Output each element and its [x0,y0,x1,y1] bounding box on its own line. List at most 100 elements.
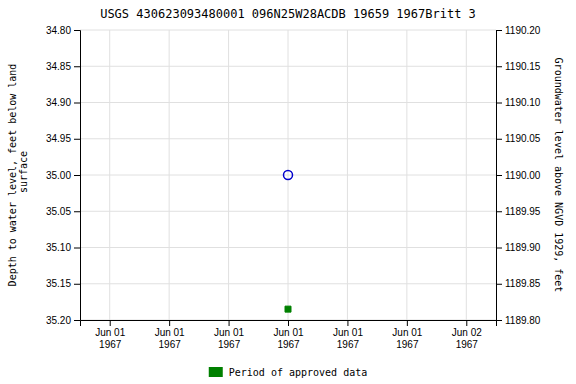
y2-tick-mark [496,30,502,31]
grid-line-y [80,66,496,67]
y-tick-label: 34.85 [46,61,71,72]
x-tick-label-line: 1967 [159,339,182,350]
x-tick-label: Jun 011967 [392,327,422,350]
x-tick-label-line: Jun 01 [273,327,303,338]
x-tick: Jun 021967 [452,320,482,350]
x-tick: Jun 011967 [273,320,303,350]
y2-axis-title-line: Groundwater level above NGVD 1929, feet [553,58,564,293]
x-tick-mark [466,320,467,326]
x-tick: Jun 011967 [214,320,244,350]
y2-tick-mark [496,103,502,104]
series [285,306,291,312]
y2-tick: 1189.90 [496,242,541,253]
y-tick-label: 35.20 [46,315,71,326]
y-axis-line [74,31,81,321]
x-tick-mark [288,320,289,326]
x-tick-label-line: 1967 [99,339,122,350]
y2-tick: 1190.10 [496,97,541,108]
y2-tick-label: 1189.85 [505,278,541,289]
x-tick-mark [347,320,348,326]
y-tick: 35.05 [46,206,80,217]
x-tick: Jun 011967 [333,320,363,350]
y-tick: 35.00 [46,170,80,181]
legend-swatch [209,367,223,377]
grid-line-y [80,175,496,176]
x-tick-label: Jun 011967 [333,327,363,350]
legend: Period of approved data [209,367,367,378]
x-tick-label-line: Jun 02 [452,327,482,338]
x-tick-label-line: 1967 [396,339,419,350]
x-tick: Jun 011967 [392,320,422,350]
y2-tick: 1189.80 [496,315,541,326]
y-tick-mark [74,175,80,176]
x-tick-label-line: Jun 01 [392,327,422,338]
y-tick-mark [74,320,80,321]
grid-line-y [80,102,496,103]
x-tick-label-line: Jun 01 [95,327,125,338]
plot: Jun 011967Jun 011967Jun 011967Jun 011967… [46,25,541,350]
legend-label: Period of approved data [229,367,367,378]
y-tick-label: 34.95 [46,133,71,144]
legend-item: Period of approved data [209,367,367,378]
y-tick-label: 35.10 [46,242,71,253]
y2-tick-label: 1190.05 [505,133,541,144]
x-tick-label: Jun 011967 [214,327,244,350]
y2-tick-label: 1189.80 [505,315,541,326]
x-tick-mark [229,320,230,326]
y2-tick: 1189.85 [496,278,541,289]
y2-tick: 1190.00 [496,170,541,181]
y-tick-label: 34.90 [46,97,71,108]
y2-tick: 1189.95 [496,206,541,217]
y2-tick-label: 1189.95 [505,206,541,217]
y-tick-mark [74,66,80,67]
marks [284,171,293,313]
background [0,0,576,384]
y-axis-title-line: Depth to water level, feet below land [7,64,18,287]
y2-axis: 1190.20 1190.15 1190.10 1190.05 1190.00 1189.… [496,25,541,326]
y-tick-mark [74,139,80,140]
y-axis-title: Depth to water level, feet below land su… [7,64,29,287]
point-square [285,306,291,312]
y-tick-mark [74,30,80,31]
x-tick-label: Jun 021967 [452,327,482,350]
y-tick-label: 34.80 [46,25,71,36]
y2-tick-label: 1190.10 [505,97,541,108]
x-axis-line [81,321,497,327]
grid-line-y [80,138,496,139]
y2-tick-label: 1190.15 [505,61,541,72]
title: USGS 430623093480001 096N25W28ACDB 19659… [100,7,476,21]
y2-tick-label: 1190.00 [505,170,541,181]
y2-tick: 1190.20 [496,25,541,36]
y-tick-mark [74,103,80,104]
x-tick-label-line: 1967 [337,339,360,350]
grid [80,30,496,320]
y2-tick-mark [496,320,502,321]
y-tick-mark [74,248,80,249]
y2-tick-mark [496,284,502,285]
x-tick-mark [407,320,408,326]
y2-tick-mark [496,175,502,176]
grid-line-y [80,211,496,212]
series [284,171,293,180]
point-circle [284,171,293,180]
x-tick-label-line: 1967 [456,339,479,350]
x-tick: Jun 011967 [155,320,185,350]
y-tick-mark [74,284,80,285]
y-tick-label: 35.05 [46,206,71,217]
y-tick: 34.95 [46,133,80,144]
y2-tick-mark [496,139,502,140]
y2-tick-mark [496,66,502,67]
y2-axis-title: Groundwater level above NGVD 1929, feet [553,58,564,293]
x-axis: Jun 011967Jun 011967Jun 011967Jun 011967… [81,320,497,350]
y-tick: 35.15 [46,278,80,289]
y-tick-label: 35.00 [46,170,71,181]
y2-tick-mark [496,248,502,249]
y2-tick-label: 1189.90 [505,242,541,253]
y-tick: 34.85 [46,61,80,72]
x-tick-label: Jun 011967 [273,327,303,350]
x-tick-label-line: Jun 01 [333,327,363,338]
chart: Jun 011967Jun 011967Jun 011967Jun 011967… [0,0,576,384]
x-tick-mark [110,320,111,326]
y-axis-title-line: surface [18,151,29,199]
y-tick-label: 35.15 [46,278,71,289]
